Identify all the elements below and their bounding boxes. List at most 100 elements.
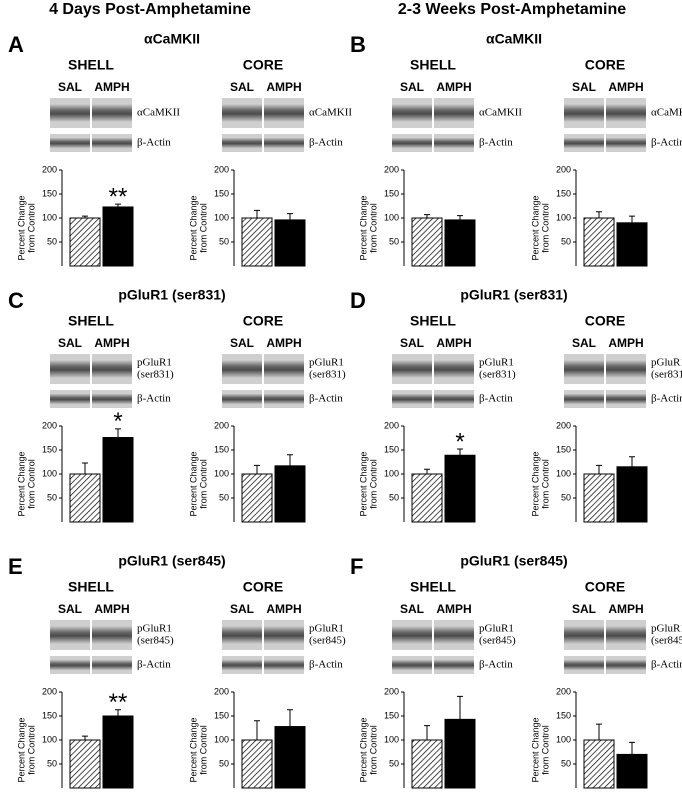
region-label: CORE: [585, 579, 625, 595]
blot-label: β-Actin: [309, 393, 343, 405]
y-axis-label: Percent Change: [358, 451, 368, 516]
bar: [102, 206, 134, 267]
bar: [444, 454, 476, 523]
blot-band: [606, 393, 646, 405]
blot-label: β-Actin: [137, 659, 171, 671]
y-tick-label: 50: [389, 758, 399, 768]
bar: [69, 739, 101, 789]
lane-label: AMPH: [436, 336, 471, 350]
y-axis-label: from Control: [198, 203, 208, 253]
blot-band: [606, 659, 646, 671]
blot-label: pGluR1: [309, 357, 344, 369]
y-axis-label: Percent Change: [16, 717, 26, 782]
panel-letter: D: [350, 288, 366, 313]
panel-title: pGluR1 (ser845): [118, 553, 225, 569]
y-tick-label: 150: [384, 444, 399, 454]
y-axis-label: Percent Change: [358, 195, 368, 260]
blot-band: [92, 104, 132, 122]
panel-letter: B: [350, 32, 366, 57]
blot-label: (ser831): [651, 369, 682, 381]
blot-label: αCaMKII: [137, 107, 180, 119]
y-axis-label: Percent Change: [530, 195, 540, 260]
bar: [274, 219, 306, 267]
y-tick-label: 50: [219, 492, 229, 502]
y-tick-label: 50: [561, 492, 571, 502]
lane-label: AMPH: [94, 602, 129, 616]
blot-band: [564, 137, 604, 149]
y-tick-label: 200: [214, 686, 229, 696]
error-bar: [287, 454, 293, 466]
blot-label: β-Actin: [479, 393, 513, 405]
y-tick-label: 200: [556, 686, 571, 696]
bar: [616, 222, 648, 267]
blot-label: (ser831): [137, 369, 174, 381]
blot-label: β-Actin: [137, 137, 171, 149]
error-bar: [82, 462, 88, 474]
y-axis-label: from Control: [198, 725, 208, 775]
blot-band: [434, 393, 474, 405]
blot-label: β-Actin: [651, 659, 682, 671]
y-tick-label: 150: [556, 188, 571, 198]
y-tick-label: 50: [389, 492, 399, 502]
y-tick-label: 150: [214, 188, 229, 198]
blot-band: [392, 626, 432, 644]
y-axis-label: from Control: [540, 459, 550, 509]
blot-band: [434, 104, 474, 122]
blot-band: [392, 393, 432, 405]
blot-band: [50, 104, 90, 122]
region-label: CORE: [243, 57, 283, 73]
lane-label: SAL: [58, 336, 82, 350]
blot-band: [92, 659, 132, 671]
region-label: SHELL: [410, 313, 456, 329]
blot-band: [606, 137, 646, 149]
region-label: CORE: [585, 313, 625, 329]
bar: [69, 217, 101, 267]
bar: [444, 718, 476, 789]
bar: [583, 473, 615, 523]
blot-label: αCaMKII: [479, 107, 522, 119]
error-bar: [424, 725, 430, 740]
blot-band: [564, 659, 604, 671]
blot-label: β-Actin: [479, 137, 513, 149]
y-axis-label: from Control: [26, 203, 36, 253]
y-tick-label: 100: [214, 734, 229, 744]
blot-band: [50, 393, 90, 405]
y-tick-label: 150: [214, 444, 229, 454]
error-bar: [254, 209, 260, 218]
y-tick-label: 50: [219, 236, 229, 246]
y-tick-label: 200: [214, 420, 229, 430]
bar: [444, 219, 476, 267]
region-label: CORE: [243, 313, 283, 329]
blot-label: pGluR1: [479, 623, 514, 635]
y-tick-label: 200: [42, 164, 57, 174]
lane-label: SAL: [400, 602, 424, 616]
bar: [241, 473, 273, 523]
bar: [102, 437, 134, 523]
error-bar: [596, 211, 602, 218]
panel-title: αCaMKII: [486, 31, 542, 47]
y-axis-label: Percent Change: [530, 717, 540, 782]
y-tick-label: 200: [42, 686, 57, 696]
lane-label: SAL: [230, 336, 254, 350]
lane-label: AMPH: [608, 80, 643, 94]
error-bar: [115, 428, 121, 438]
panel-title: pGluR1 (ser845): [460, 553, 567, 569]
y-tick-label: 50: [389, 236, 399, 246]
bar: [616, 466, 648, 523]
region-label: SHELL: [410, 579, 456, 595]
error-bar: [424, 468, 430, 474]
y-tick-label: 200: [384, 420, 399, 430]
lane-label: SAL: [58, 602, 82, 616]
error-bar: [115, 709, 121, 716]
lane-label: AMPH: [608, 602, 643, 616]
blot-band: [434, 137, 474, 149]
y-axis-label: Percent Change: [188, 717, 198, 782]
y-tick-label: 200: [42, 420, 57, 430]
blot-band: [434, 659, 474, 671]
blot-band: [222, 137, 262, 149]
panel-letter: E: [8, 554, 23, 579]
y-tick-label: 150: [214, 710, 229, 720]
bar: [411, 739, 443, 789]
y-tick-label: 100: [42, 734, 57, 744]
